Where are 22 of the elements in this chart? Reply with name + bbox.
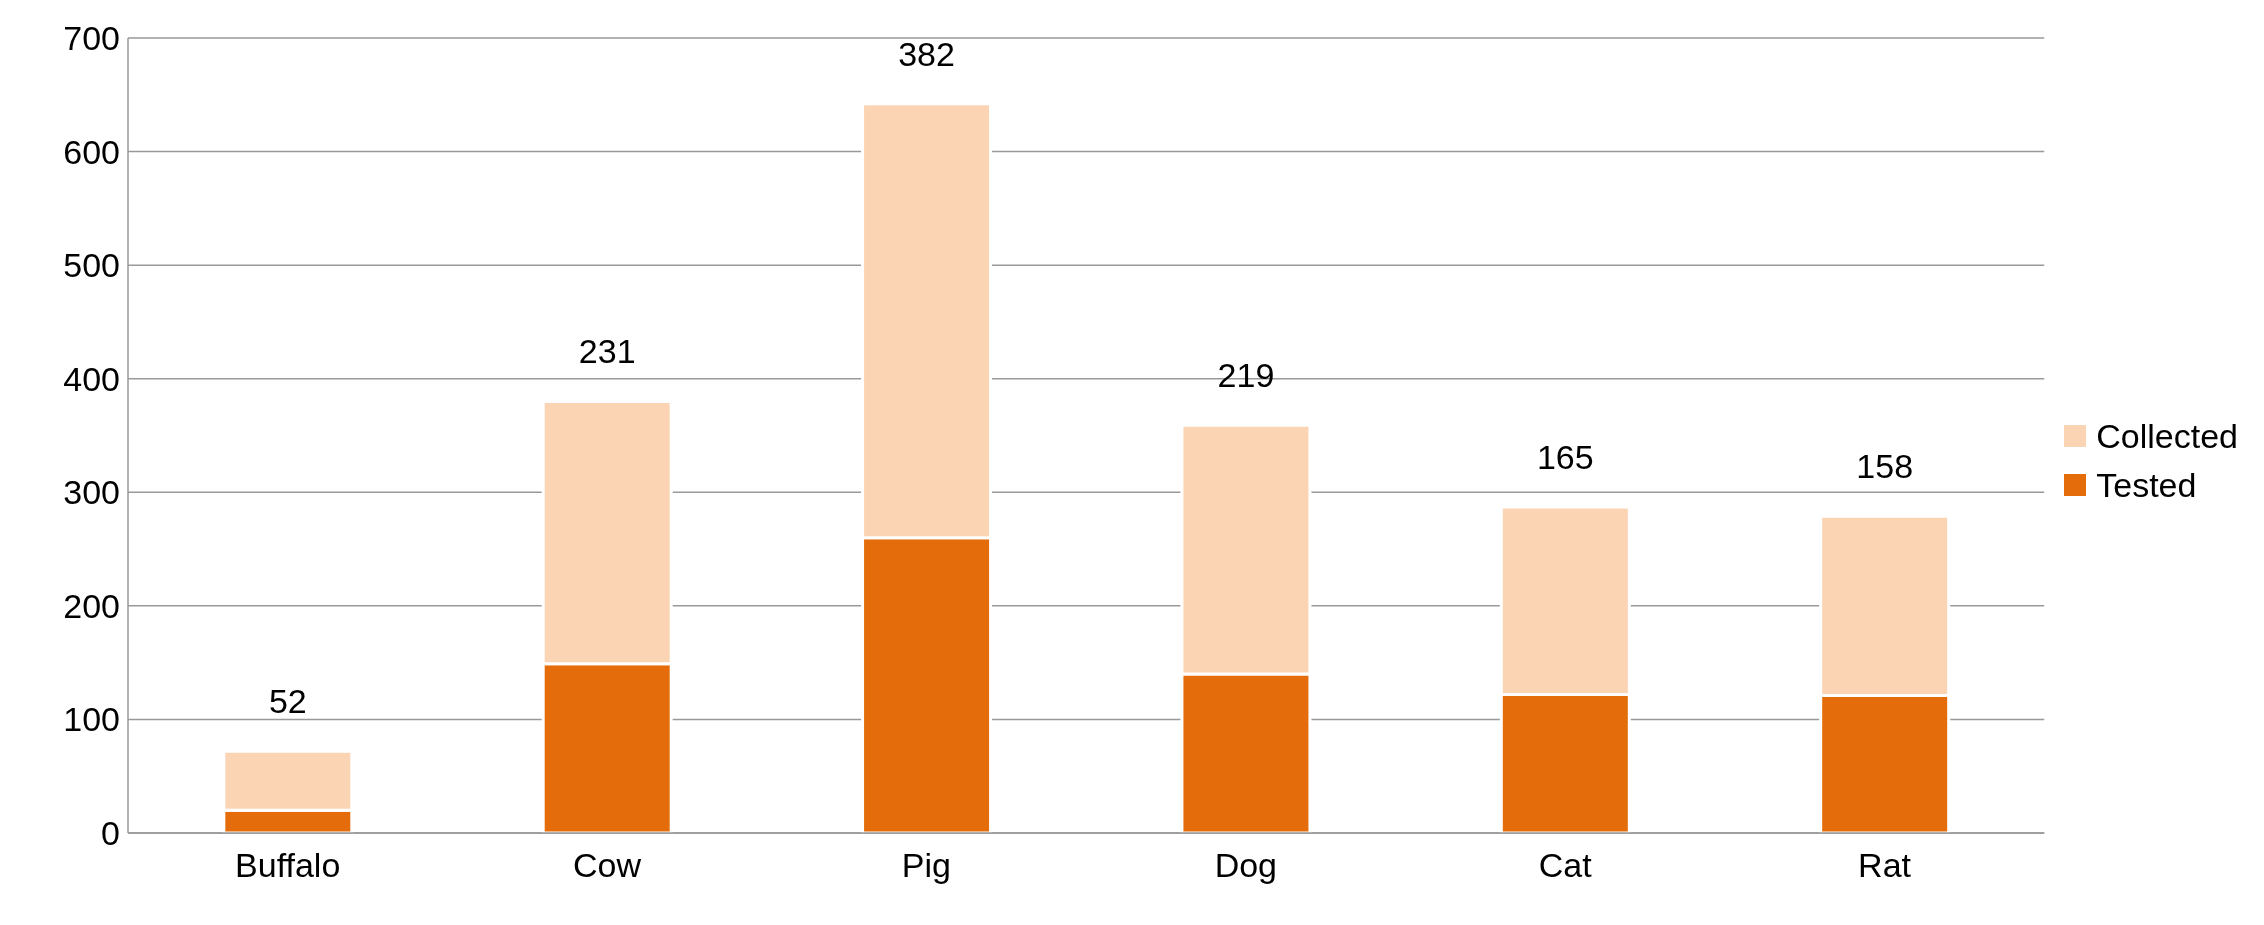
y-tick-label: 700	[63, 19, 120, 58]
y-tick-label: 100	[63, 700, 120, 739]
y-tick-label: 400	[63, 359, 120, 398]
data-label: 158	[1856, 447, 1914, 486]
x-tick-label: Rat	[1858, 846, 1912, 885]
x-tick-label: Cow	[573, 846, 642, 885]
data-label: 165	[1536, 438, 1594, 477]
x-tick-label: Dog	[1214, 846, 1277, 885]
data-label: 219	[1217, 356, 1275, 395]
data-label: 231	[578, 332, 636, 371]
x-tick-label: Pig	[901, 846, 952, 885]
y-tick-label: 0	[101, 814, 120, 853]
legend-label: Collected	[2096, 416, 2238, 456]
legend-label: Tested	[2096, 465, 2197, 505]
x-tick-label: Cat	[1538, 846, 1593, 885]
x-tick-label: Buffalo	[235, 846, 341, 885]
y-tick-label: 500	[63, 246, 120, 285]
y-tick-label: 600	[63, 132, 120, 171]
data-label: 52	[268, 682, 307, 721]
y-tick-label: 200	[63, 586, 120, 625]
data-label: 382	[898, 34, 955, 73]
y-tick-label: 300	[63, 473, 120, 512]
